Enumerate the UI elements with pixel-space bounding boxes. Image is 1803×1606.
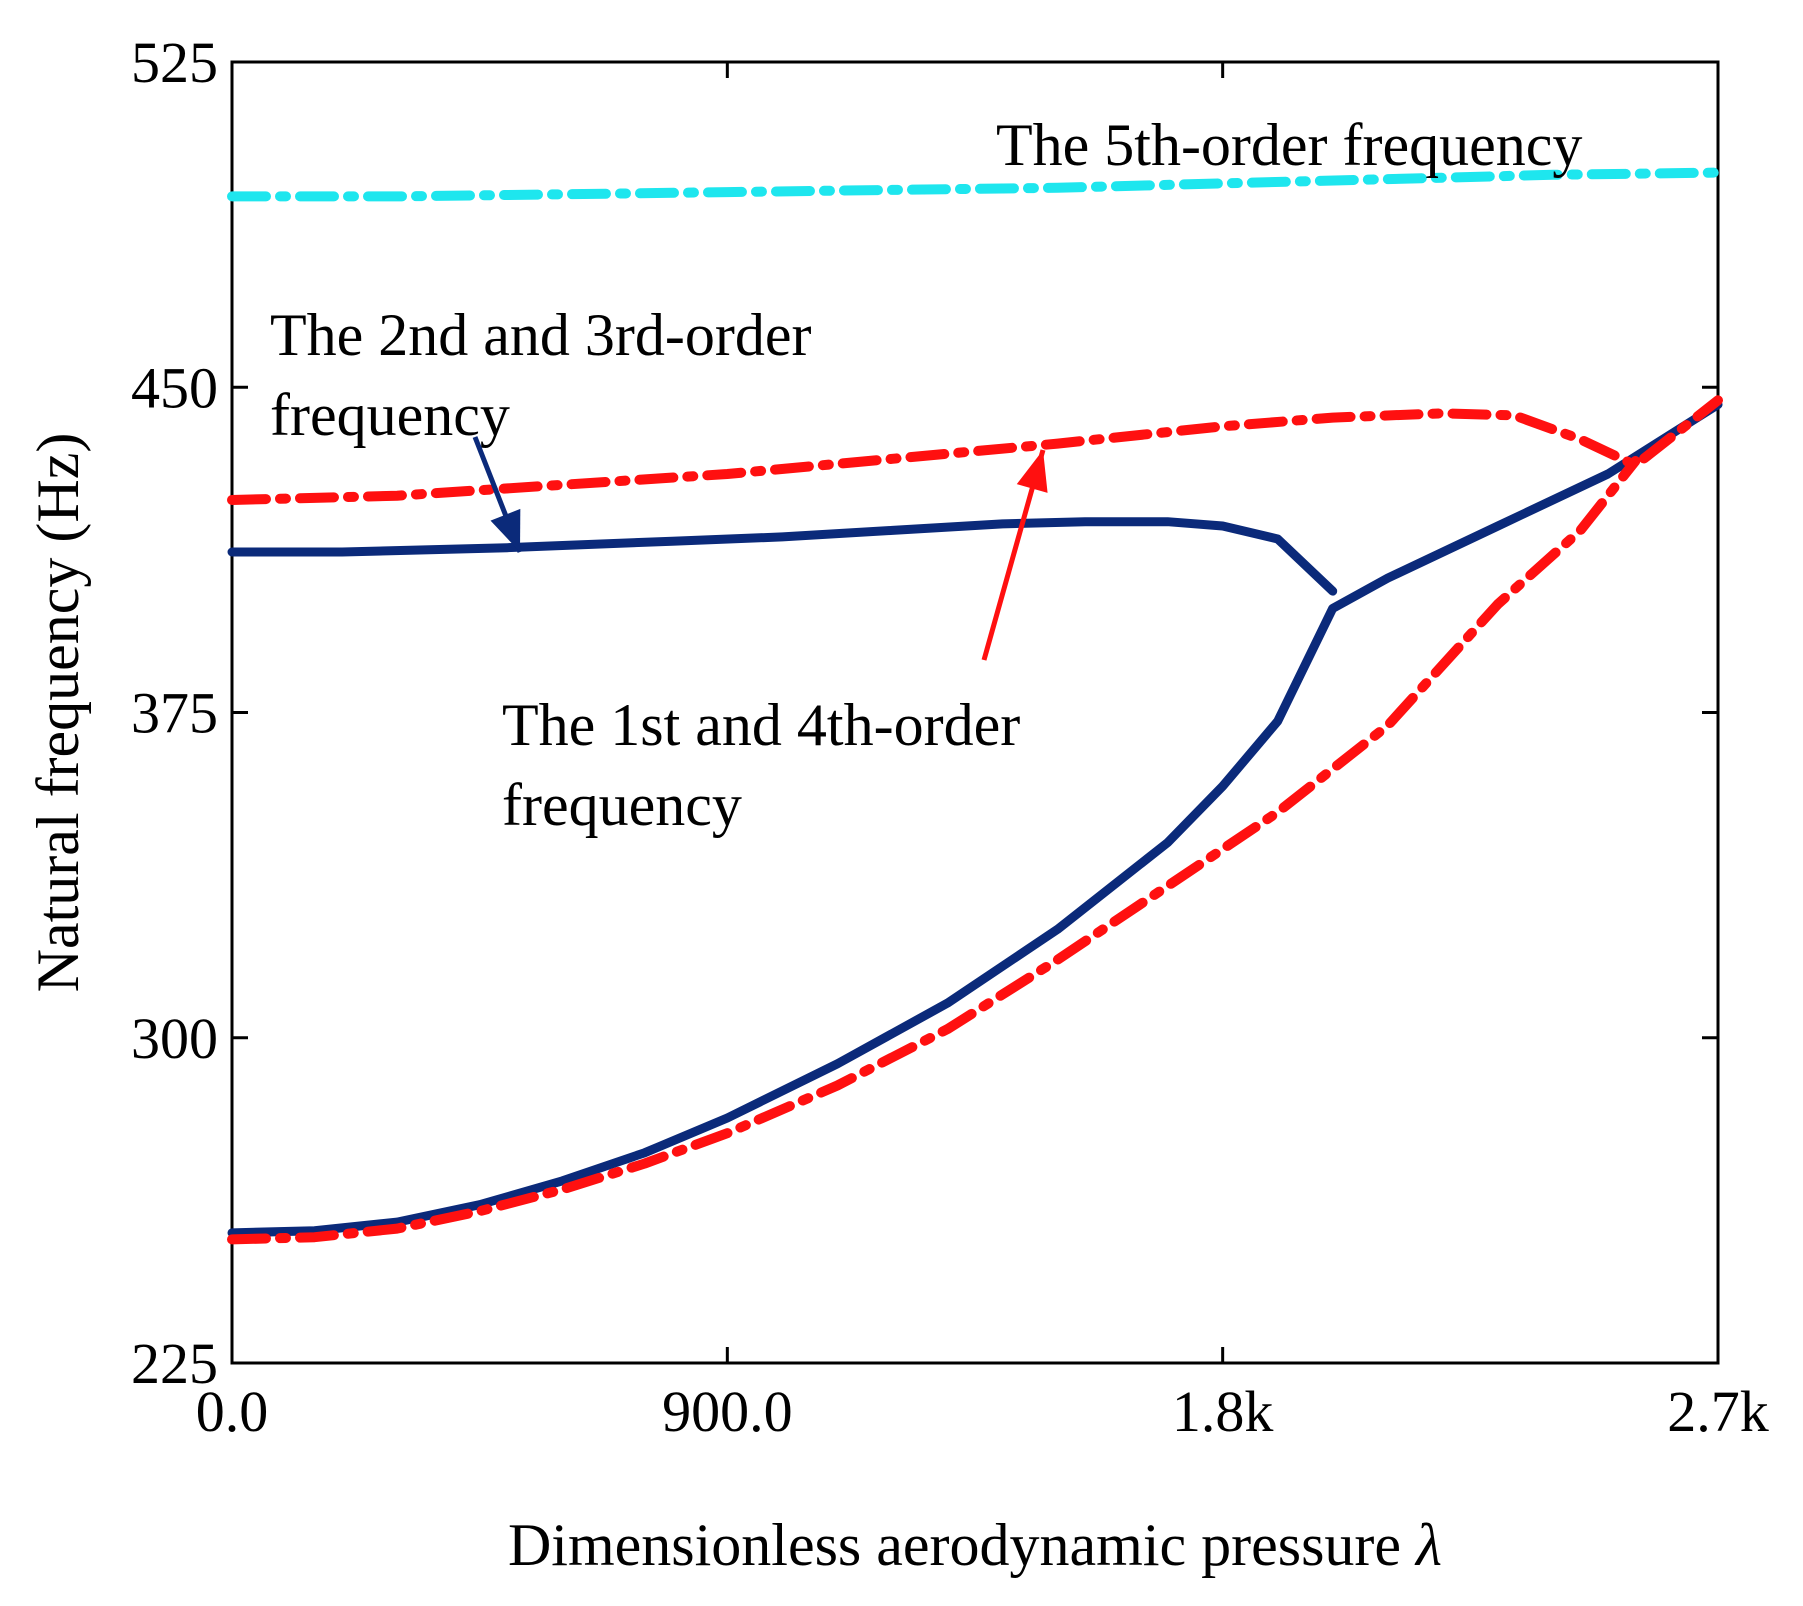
series-line-2 bbox=[227, 400, 1723, 1238]
arrow-red-head bbox=[1016, 450, 1048, 493]
y-axis-label: Natural frequency (Hz) bbox=[25, 433, 91, 993]
series-line-3 bbox=[227, 395, 1723, 505]
arrow-blue-head bbox=[490, 508, 521, 552]
annotation-2-line-2: frequency bbox=[270, 382, 510, 448]
series-line-5 bbox=[227, 167, 1723, 202]
annotation-2-line-1: The 2nd and 3rd-order bbox=[270, 302, 811, 368]
annotation-1-line-1: The 5th-order frequency bbox=[996, 112, 1582, 178]
y-tick-label: 375 bbox=[131, 681, 218, 746]
series-line-1 bbox=[227, 517, 1338, 596]
y-tick-label: 300 bbox=[131, 1006, 218, 1071]
y-tick-label: 525 bbox=[131, 30, 218, 95]
x-tick-label: 1.8k bbox=[1172, 1379, 1274, 1444]
annotation-3-line-2: frequency bbox=[502, 772, 742, 838]
series-line-4 bbox=[227, 456, 1641, 1245]
x-tick-label: 2.7k bbox=[1667, 1379, 1769, 1444]
x-tick-label: 0.0 bbox=[196, 1379, 269, 1444]
y-tick-label: 225 bbox=[131, 1331, 218, 1396]
x-tick-label: 900.0 bbox=[662, 1379, 793, 1444]
x-axis-label: Dimensionless aerodynamic pressure λ bbox=[508, 1512, 1442, 1578]
y-tick-label: 450 bbox=[131, 355, 218, 420]
annotation-3-line-1: The 1st and 4th-order bbox=[502, 692, 1020, 758]
x-axis-symbol: λ bbox=[1414, 1512, 1442, 1578]
